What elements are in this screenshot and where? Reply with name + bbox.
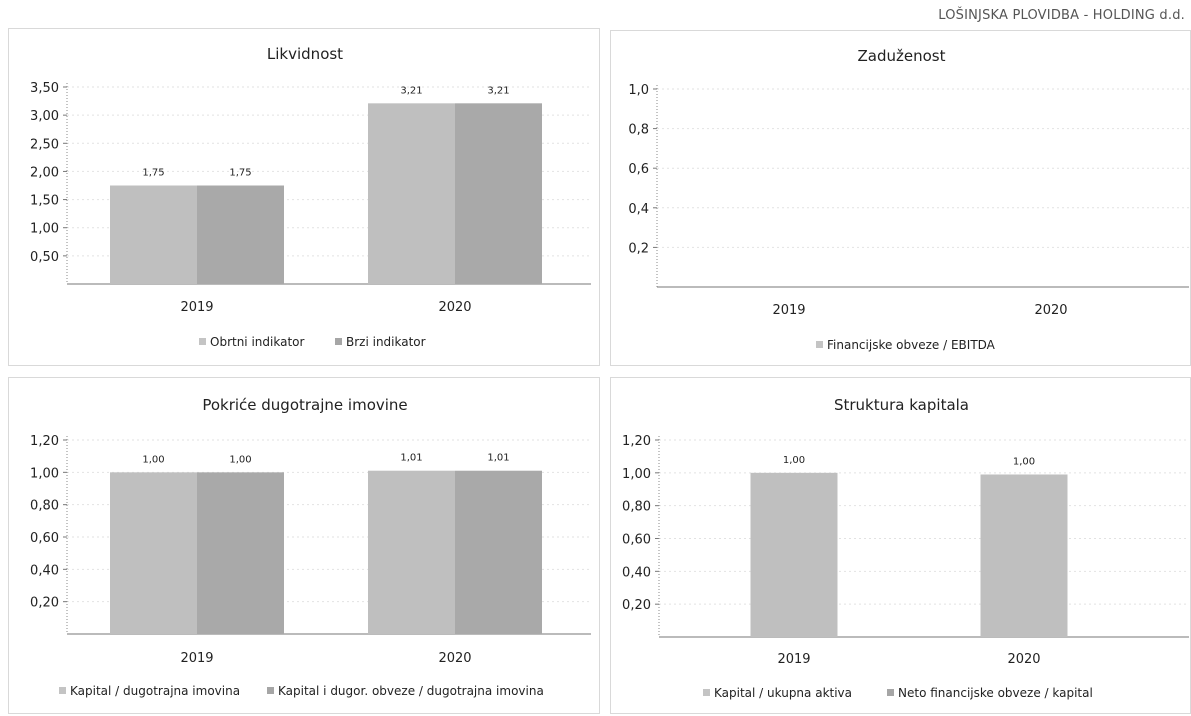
chart-panel-struktura: Struktura kapitala 0,20 0,40 0,60 0,80 1,00 1,… (610, 377, 1191, 714)
likvidnost-data-label: 1,75 (142, 168, 164, 179)
struktura-chart-svg: Struktura kapitala 0,20 0,40 0,60 0,80 1,00 1,… (622, 396, 1189, 700)
chart-panel-zaduzenost: Zaduženost 0,2 0,4 0,6 0,8 1,0 2019 2020 Financi… (610, 30, 1191, 366)
likvidnost-bar (368, 103, 455, 284)
struktura-category-label: 2019 (777, 652, 810, 667)
pokrice-bar (368, 470, 455, 634)
likvidnost-ytick-label: 2,50 (30, 137, 59, 152)
likvidnost-category-label: 2019 (180, 300, 213, 315)
likvidnost-legend-swatch (199, 338, 206, 345)
likvidnost-legend-label: Brzi indikator (346, 335, 426, 349)
likvidnost-ytick-label: 1,50 (30, 194, 59, 209)
zaduzenost-ytick-label: 1,0 (628, 83, 649, 98)
zaduzenost-ytick-label: 0,4 (628, 202, 649, 217)
pokrice-ytick-label: 1,20 (30, 434, 59, 449)
struktura-bar (980, 474, 1068, 637)
likvidnost-category-label: 2020 (438, 300, 471, 315)
zaduzenost-ytick-label: 0,2 (628, 241, 649, 256)
likvidnost-ytick-label: 1,00 (30, 222, 59, 237)
struktura-title: Struktura kapitala (834, 396, 969, 414)
pokrice-ytick-label: 0,40 (30, 563, 59, 578)
zaduzenost-ytick-label: 0,8 (628, 123, 649, 138)
chart-panel-likvidnost: Likvidnost 0,50 1,00 1,50 2,00 2,50 3,00 3,50 1,… (8, 28, 600, 366)
pokrice-title: Pokriće dugotrajne imovine (202, 396, 407, 414)
struktura-legend-label: Neto financijske obveze / kapital (898, 686, 1093, 700)
struktura-ytick-label: 1,20 (622, 434, 651, 449)
struktura-legend-label: Kapital / ukupna aktiva (714, 686, 852, 700)
pokrice-bar (197, 472, 284, 634)
pokrice-ytick-label: 0,80 (30, 499, 59, 514)
pokrice-legend-swatch (267, 687, 274, 694)
likvidnost-bar (197, 185, 284, 284)
struktura-bar (750, 472, 838, 637)
likvidnost-data-label: 3,21 (487, 85, 509, 96)
zaduzenost-ytick-label: 0,6 (628, 162, 649, 177)
company-header: LOŠINJSKA PLOVIDBA - HOLDING d.d. (938, 8, 1185, 23)
chart-panel-pokrice: Pokriće dugotrajne imovine 0,20 0,40 0,60 0,… (8, 377, 600, 714)
struktura-legend-swatch (703, 689, 710, 696)
zaduzenost-chart-svg: Zaduženost 0,2 0,4 0,6 0,8 1,0 2019 2020 Financi… (628, 47, 1189, 352)
likvidnost-ytick-label: 3,50 (30, 81, 59, 96)
struktura-ytick-label: 0,80 (622, 500, 651, 515)
likvidnost-legend-label: Obrtni indikator (210, 335, 304, 349)
pokrice-data-label: 1,00 (142, 454, 164, 465)
struktura-legend-swatch (887, 689, 894, 696)
pokrice-category-label: 2019 (180, 651, 213, 666)
pokrice-legend-label: Kapital / dugotrajna imovina (70, 684, 240, 698)
likvidnost-data-label: 3,21 (400, 85, 422, 96)
pokrice-category-label: 2020 (438, 651, 471, 666)
struktura-ytick-label: 0,20 (622, 598, 651, 613)
struktura-data-label: 1,00 (783, 455, 805, 466)
pokrice-ytick-label: 0,60 (30, 531, 59, 546)
likvidnost-ytick-label: 3,00 (30, 109, 59, 124)
pokrice-bar (110, 472, 197, 634)
likvidnost-legend-swatch (335, 338, 342, 345)
zaduzenost-category-label: 2019 (772, 303, 805, 318)
struktura-ytick-label: 0,40 (622, 565, 651, 580)
pokrice-ytick-label: 1,00 (30, 466, 59, 481)
pokrice-chart-svg: Pokriće dugotrajne imovine 0,20 0,40 0,60 0,… (30, 396, 591, 698)
pokrice-bar (455, 470, 542, 634)
likvidnost-title: Likvidnost (267, 45, 343, 63)
zaduzenost-category-label: 2020 (1034, 303, 1067, 318)
pokrice-legend-label: Kapital i dugor. obveze / dugotrajna imo… (278, 684, 544, 698)
likvidnost-data-label: 1,75 (229, 168, 251, 179)
pokrice-data-label: 1,01 (487, 453, 509, 464)
struktura-ytick-label: 0,60 (622, 533, 651, 548)
likvidnost-ytick-label: 2,00 (30, 165, 59, 180)
likvidnost-bar (455, 103, 542, 284)
zaduzenost-title: Zaduženost (858, 47, 946, 65)
struktura-category-label: 2020 (1007, 652, 1040, 667)
pokrice-data-label: 1,01 (400, 453, 422, 464)
struktura-ytick-label: 1,00 (622, 467, 651, 482)
pokrice-legend-swatch (59, 687, 66, 694)
struktura-data-label: 1,00 (1013, 456, 1035, 467)
likvidnost-chart-svg: Likvidnost 0,50 1,00 1,50 2,00 2,50 3,00 3,50 1,… (30, 45, 591, 349)
pokrice-data-label: 1,00 (229, 454, 251, 465)
zaduzenost-legend-swatch (816, 341, 823, 348)
likvidnost-bar (110, 185, 197, 284)
likvidnost-ytick-label: 0,50 (30, 250, 59, 265)
pokrice-ytick-label: 0,20 (30, 596, 59, 611)
zaduzenost-legend-label: Financijske obveze / EBITDA (827, 338, 996, 352)
